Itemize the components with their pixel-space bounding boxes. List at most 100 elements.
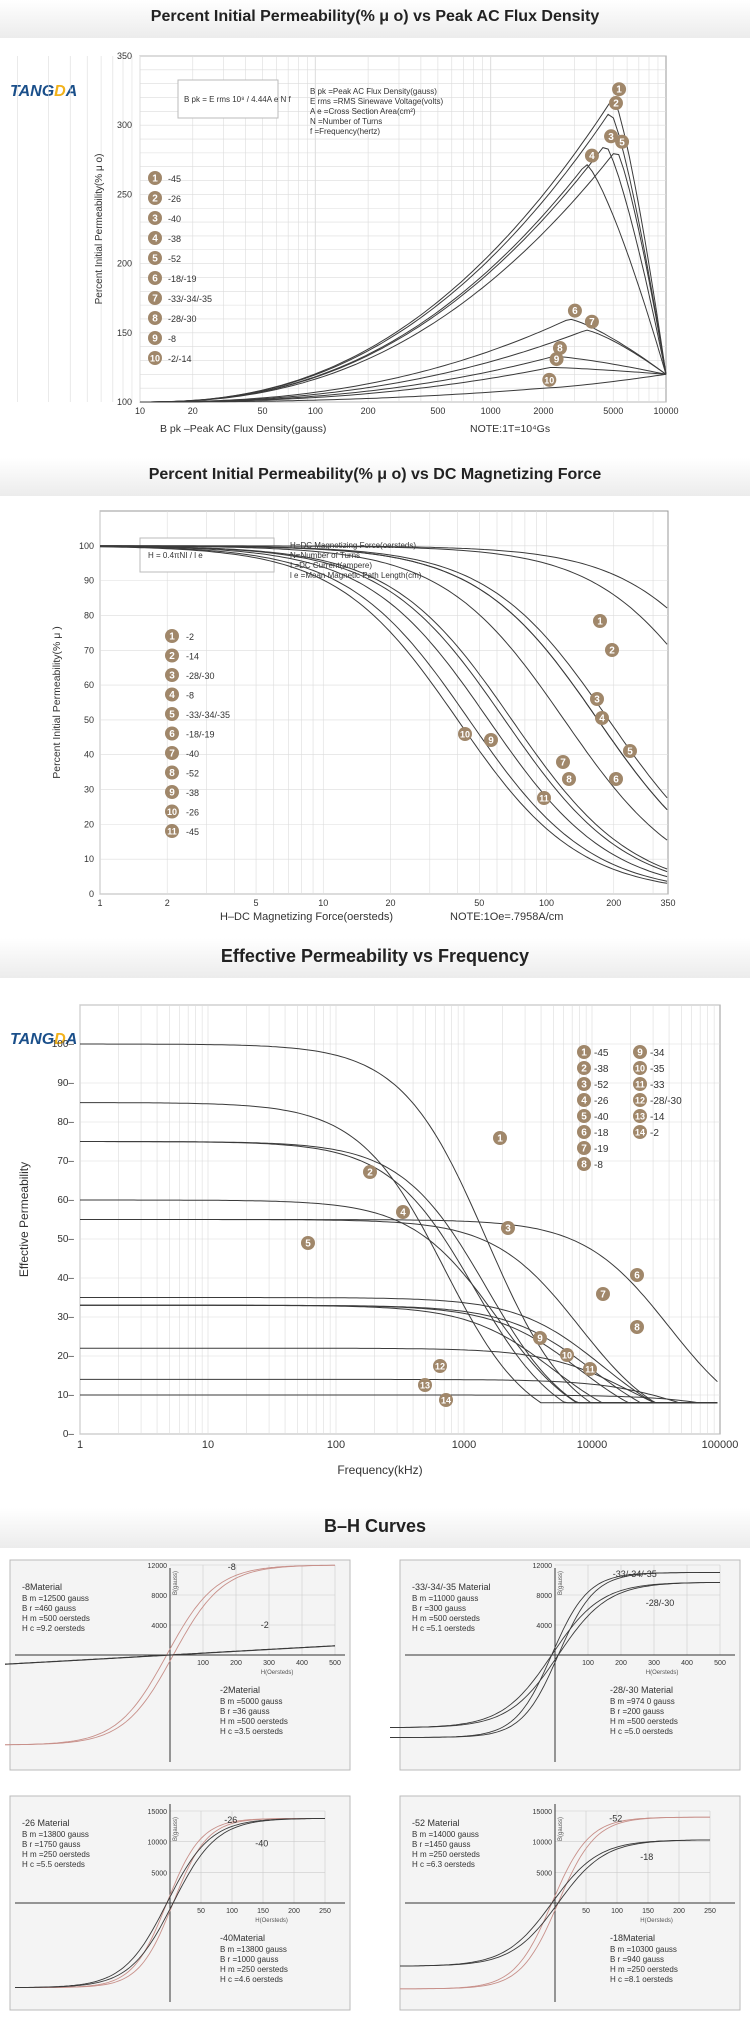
bh-material-line: B r =1450 gauss <box>412 1840 470 1849</box>
chart2-xtick: 200 <box>606 898 621 908</box>
chart2-ytick: 90 <box>84 576 94 586</box>
chart3-series-line <box>80 1304 718 1404</box>
chart1-legend-label: -38 <box>168 234 181 244</box>
bh-curve-label: -2 <box>261 1620 269 1630</box>
chart2-legend-marker-num: 2 <box>169 651 175 662</box>
chart2-xtick: 5 <box>254 898 259 908</box>
bh-ylabel: B(gauss) <box>558 1817 564 1841</box>
chart2-ytick: 30 <box>84 785 94 795</box>
chart2-legend-marker-circle <box>165 629 179 643</box>
bh-material-line: H m =500 oersteds <box>412 1614 480 1623</box>
chart3-ytick: 40– <box>57 1273 74 1284</box>
chart1-legend-marker-circle <box>148 211 162 225</box>
chart3-legend-label: -35 <box>650 1064 665 1075</box>
chart1-xtick: 1000 <box>481 406 501 416</box>
bh-xtick: 50 <box>582 1908 590 1915</box>
bh-ylabel: B(gauss) <box>173 1571 179 1595</box>
chart2-ytick: 100 <box>79 541 94 551</box>
chart2-xtick: 350 <box>660 898 675 908</box>
bh-xlabel: H(Oersteds) <box>646 1670 679 1676</box>
bh-curve <box>15 1817 325 1989</box>
bh-curve <box>400 1839 710 1967</box>
bh-material-name: -18Material <box>610 1933 655 1943</box>
chart2-series-marker-num: 9 <box>488 736 494 747</box>
bh-curve <box>4 1645 336 1665</box>
bh-ylabel: B(gauss) <box>173 1817 179 1841</box>
bh-material-line: H m =250 oersteds <box>412 1850 480 1859</box>
chart3-series-marker-num: 1 <box>497 1134 503 1145</box>
bh-material-line: H c =4.6 oersteds <box>220 1975 283 1984</box>
bh-material-name: -2Material <box>220 1685 260 1695</box>
chart3-legend-marker-num: 7 <box>581 1144 587 1155</box>
chart2-legend-marker-num: 6 <box>169 729 175 740</box>
chart2-series-marker-circle <box>609 772 623 786</box>
chart3-legend-marker-num: 4 <box>581 1096 587 1107</box>
bh-material-line: B m =12500 gauss <box>22 1594 89 1603</box>
chart2-legend-marker-num: 8 <box>169 768 175 779</box>
chart3-series-marker-circle <box>493 1131 507 1145</box>
chart1-legend-marker-circle <box>148 331 162 345</box>
chart2-legend-marker-num: 11 <box>167 827 177 837</box>
bh-material-name: -40Material <box>220 1933 265 1943</box>
chart3-legend-marker-circle <box>577 1109 591 1123</box>
bh-xtick: 500 <box>714 1660 726 1667</box>
bh-xtick: 250 <box>319 1908 331 1915</box>
chart2-legend-label: -2 <box>186 632 194 642</box>
chart3-xlabel: Frequency(kHz) <box>337 1463 422 1477</box>
chart2-series-marker-circle <box>595 711 609 725</box>
bh-ytick: 12000 <box>533 1563 553 1570</box>
chart2-ytick: 80 <box>84 610 94 620</box>
bh-material-line: B m =13800 gauss <box>220 1945 287 1954</box>
chart3-legend-marker-num: 12 <box>635 1096 645 1106</box>
bh-xtick: 300 <box>648 1660 660 1667</box>
bh-curve <box>400 1816 710 1990</box>
chart2-legend-marker-num: 1 <box>169 632 175 643</box>
chart1-legend-label: -52 <box>168 254 181 264</box>
chart1-title: Percent Initial Permeability(% μ o) vs P… <box>150 8 600 25</box>
chart3-legend-label: -52 <box>594 1080 609 1091</box>
chart2-series-marker-num: 2 <box>609 646 615 657</box>
chart3-legend-label: -18 <box>594 1128 609 1139</box>
chart2-ytick: 10 <box>84 854 94 864</box>
chart1-definition: B pk =Peak AC Flux Density(gauss) <box>310 87 437 96</box>
chart2-legend-marker-num: 5 <box>169 710 175 721</box>
chart1-legend-label: -45 <box>168 174 181 184</box>
bh-material-line: H m =500 oersteds <box>22 1614 90 1623</box>
bh-ytick: 10000 <box>533 1840 553 1847</box>
chart2-ytick: 0 <box>89 889 94 899</box>
bh-xtick: 400 <box>296 1660 308 1667</box>
bh-xlabel: H(Oersteds) <box>261 1670 294 1676</box>
bh-curve-label: -40 <box>255 1839 268 1849</box>
chart1-legend-label: -40 <box>168 214 181 224</box>
chart2-legend-marker-circle <box>165 785 179 799</box>
bh-material-line: B r =300 gauss <box>412 1604 466 1613</box>
chart2-xtick: 2 <box>165 898 170 908</box>
chart2-legend-label: -14 <box>186 652 199 662</box>
chart3-series-marker-num: 11 <box>585 1365 595 1375</box>
chart2-svg: 1 2 5 10 20 50 100 200 350 0 10 20 30 40 50 60 70 80 90 100… <box>51 510 676 923</box>
chart2-series-marker-circle <box>562 772 576 786</box>
bh-material-line: H m =500 oersteds <box>220 1717 288 1726</box>
chart1-legend-marker-circle <box>148 351 162 365</box>
chart2-legend-marker-circle <box>165 824 179 838</box>
bh-ytick: 4000 <box>151 1623 167 1630</box>
bh-ylabel: B(gauss) <box>558 1571 564 1595</box>
chart1-xtick: 5000 <box>603 406 623 416</box>
bh-xtick: 150 <box>257 1908 269 1915</box>
chart2-legend-label: -18/-19 <box>186 730 215 740</box>
chart1-series-marker-num: 1 <box>616 85 622 96</box>
chart3-series-marker-circle <box>396 1205 410 1219</box>
chart3-ytick: 10– <box>57 1390 74 1401</box>
chart3-series-line <box>80 1378 718 1404</box>
chart3-series-marker-circle <box>630 1268 644 1282</box>
chart3-series-marker-num: 3 <box>505 1224 511 1235</box>
bh-curve-label: -28/-30 <box>646 1598 675 1608</box>
chart3-legend-label: -38 <box>594 1064 609 1075</box>
bh-ytick: 5000 <box>151 1870 167 1877</box>
chart3-legend-marker-circle <box>577 1077 591 1091</box>
chart2-legend-marker-circle <box>165 687 179 702</box>
chart3-legend-marker-circle <box>577 1141 591 1155</box>
chart3-ytick: 30– <box>57 1312 74 1323</box>
chart1-legend-marker-num: 2 <box>152 194 158 205</box>
bh-xtick: 100 <box>226 1908 238 1915</box>
